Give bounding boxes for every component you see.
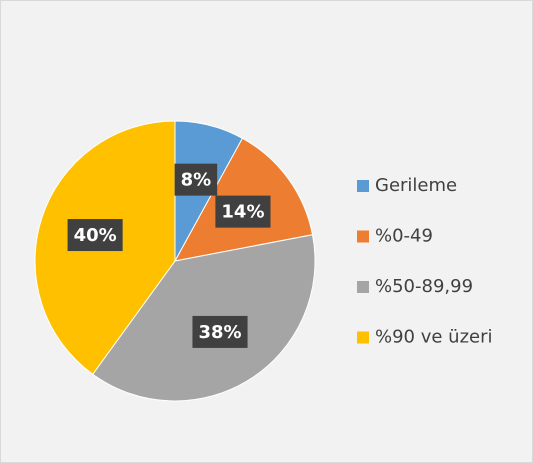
- data-label-box: [192, 315, 248, 348]
- legend-label: %50-89,99: [375, 276, 473, 297]
- data-label: 40%: [74, 225, 117, 246]
- legend-swatch: [357, 281, 369, 293]
- data-label-box: [67, 219, 123, 252]
- data-label: 14%: [221, 202, 264, 223]
- legend-swatch: [357, 180, 369, 192]
- data-label-box: [215, 195, 271, 228]
- legend-swatch: [357, 230, 369, 243]
- legend-label: %90 ve üzeri: [375, 327, 493, 348]
- legend-swatch: [357, 331, 369, 344]
- legend-label: Gerileme: [375, 175, 457, 196]
- data-label: 8%: [181, 170, 212, 191]
- data-label: 38%: [198, 322, 241, 343]
- data-label-box: [174, 163, 218, 196]
- legend-label: %0-49: [375, 226, 433, 247]
